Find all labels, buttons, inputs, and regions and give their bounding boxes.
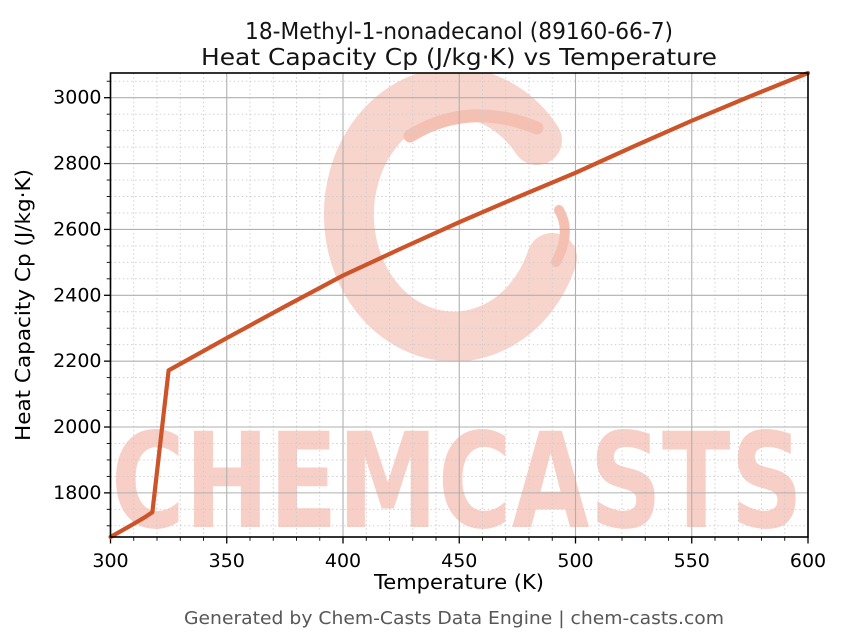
- y-tick-label: 3000: [53, 87, 101, 109]
- x-tick-label: 600: [790, 550, 826, 572]
- watermark-logo-hook-icon: [551, 205, 570, 267]
- plot-area: 300 350 400 450 500 550 600 1800 2000 2200 2400 260…: [53, 70, 826, 572]
- x-tick-label: 500: [557, 550, 593, 572]
- x-tick-label: 400: [325, 550, 361, 572]
- x-tick-label: 450: [441, 550, 477, 572]
- x-tick-label: 550: [674, 550, 710, 572]
- x-tick-label: 350: [209, 550, 245, 572]
- plot-border: [109, 72, 809, 538]
- y-tick-label: 1800: [53, 482, 101, 504]
- y-tick-label: 2200: [53, 350, 101, 372]
- x-tick-label: 300: [92, 550, 128, 572]
- y-tick-label: 2000: [53, 416, 101, 438]
- x-axis-label: Temperature (K): [373, 570, 544, 594]
- y-tick-label: 2400: [53, 284, 101, 306]
- watermark-text: CHEMCASTS: [111, 405, 803, 559]
- chart-title-line1: 18-Methyl-1-nonadecanol (89160-66-7): [245, 19, 673, 45]
- y-axis-label: Heat Capacity Cp (J/kg·K): [11, 169, 35, 441]
- watermark-logo-crescent-icon: [403, 109, 544, 143]
- watermark: CHEMCASTS: [111, 73, 803, 559]
- y-tick-label: 2600: [53, 218, 101, 240]
- data-line: [108, 70, 811, 540]
- footer-text: Generated by Chem-Casts Data Engine | ch…: [184, 608, 724, 629]
- chart-title-line2: Heat Capacity Cp (J/kg·K) vs Temperature: [201, 45, 717, 71]
- y-tick-label: 2800: [53, 153, 101, 175]
